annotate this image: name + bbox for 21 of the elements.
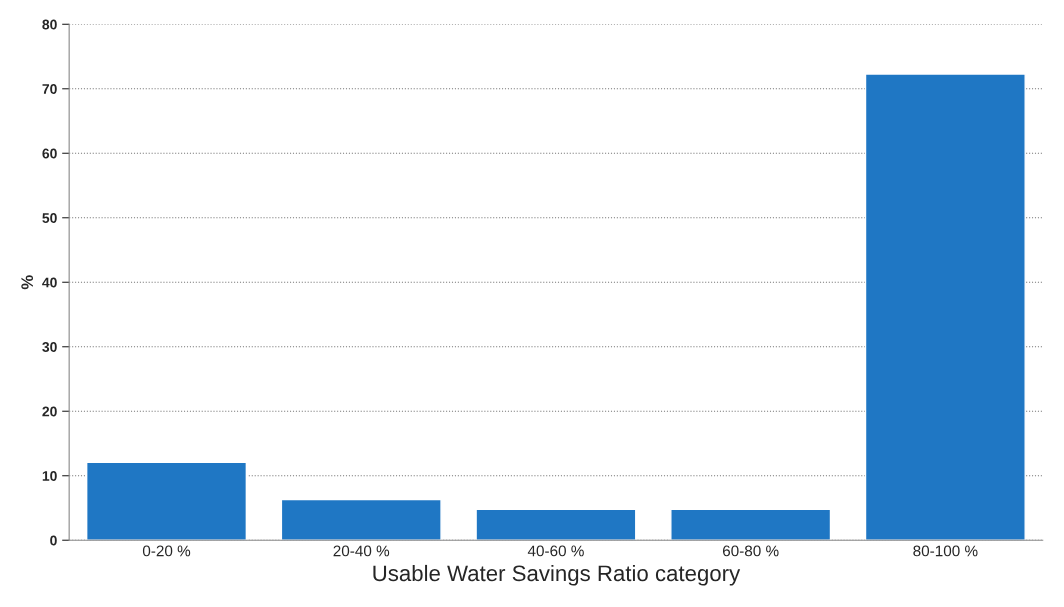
x-tick-label: 60-80 % — [722, 545, 779, 557]
y-tick-label: 40 — [42, 277, 57, 288]
x-tick-label: 80-100 % — [913, 545, 978, 557]
y-tick-label: 0 — [50, 535, 57, 546]
x-tick-label: 40-60 % — [527, 545, 584, 557]
bar — [670, 508, 832, 541]
y-tick-label: 70 — [42, 84, 57, 94]
y-tick-label: 80 — [42, 19, 57, 30]
x-tick-label: 0-20 % — [142, 545, 191, 557]
y-axis-title: % — [21, 275, 34, 290]
bar — [864, 73, 1026, 541]
y-tick-label: 10 — [42, 471, 57, 481]
bar — [280, 498, 442, 541]
y-tick-label: 30 — [42, 342, 57, 352]
x-tick-label: 20-40 % — [333, 545, 390, 557]
bar — [85, 461, 248, 541]
y-tick-label: 20 — [42, 406, 57, 417]
x-axis-title: Usable Water Savings Ratio category — [373, 564, 741, 586]
y-tick-label: 50 — [42, 213, 57, 223]
y-tick-label: 60 — [42, 148, 57, 159]
bar — [475, 508, 637, 541]
